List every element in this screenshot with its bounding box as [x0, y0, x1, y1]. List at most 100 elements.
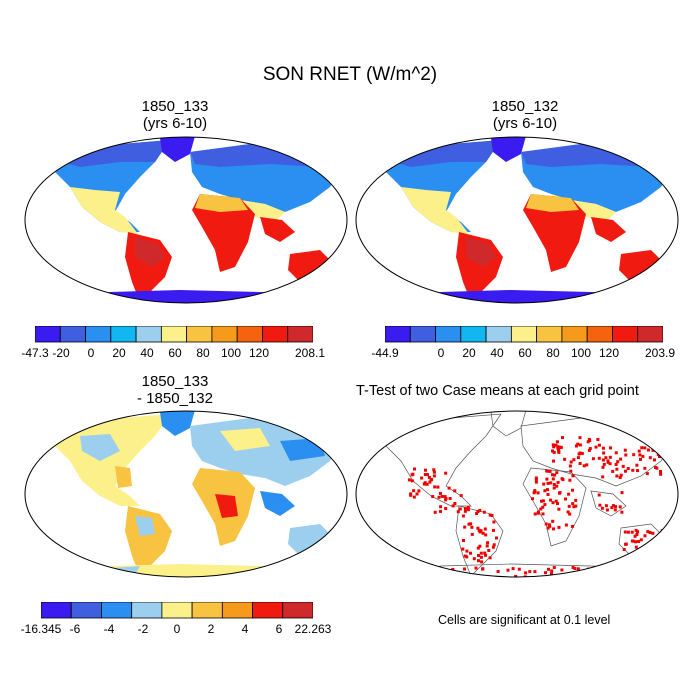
significant-cell: [654, 553, 658, 557]
significant-cell: [568, 512, 572, 516]
significant-cell: [615, 467, 619, 471]
significant-cell: [469, 522, 473, 526]
africa-north: [526, 194, 579, 212]
significant-cell: [485, 544, 489, 548]
cb2-label: 100: [570, 346, 592, 360]
antarctica-land: [30, 564, 347, 577]
significant-cell: [618, 476, 622, 479]
significant-cell: [470, 532, 474, 536]
significant-cell: [566, 510, 570, 514]
panel1-map: [24, 136, 348, 304]
significant-cell: [546, 493, 550, 496]
significant-cell: [658, 455, 661, 459]
significant-cell: [476, 510, 480, 514]
significant-cell: [459, 572, 463, 576]
significant-cell: [601, 475, 605, 479]
significant-cell: [487, 549, 491, 552]
significant-cell: [602, 570, 606, 574]
significant-cell: [557, 445, 561, 449]
significant-cell: [514, 575, 518, 577]
significant-cell: [657, 540, 661, 544]
cb1-label: -47.3: [21, 346, 49, 360]
significant-cell: [533, 512, 537, 516]
colorbar-swatch: [221, 602, 253, 619]
panel1-title-line1: 1850_133: [141, 98, 209, 115]
significant-cell: [622, 548, 626, 551]
cb1-label: 208.1: [294, 346, 326, 360]
panel3-title-line1: 1850_133: [141, 373, 209, 390]
colorbar-swatch: [186, 326, 213, 343]
significant-cell: [411, 472, 415, 476]
australia-land: [288, 524, 332, 556]
panel1-colorbar-labels: -47.3 -20 0 20 40 60 80 100 120 208.1: [21, 346, 325, 362]
colorbar-swatch: [536, 326, 563, 343]
significant-cell: [488, 556, 492, 560]
significant-cell: [477, 575, 481, 577]
significant-cell: [491, 545, 495, 549]
significant-cell: [533, 489, 537, 493]
significant-cell: [443, 574, 447, 577]
colorbar-swatch: [161, 602, 193, 619]
significant-cell: [555, 471, 559, 475]
cb1-label: -20: [52, 346, 70, 360]
panel3-map: [24, 410, 348, 578]
significant-cell: [605, 508, 609, 512]
significant-cell: [586, 440, 590, 444]
significant-cell: [476, 526, 480, 530]
significant-cell: [608, 570, 612, 574]
colorbar-swatch: [110, 326, 137, 343]
significant-cell: [561, 436, 564, 440]
significant-cell: [599, 568, 603, 572]
significant-cell: [553, 473, 557, 477]
greenland-land: [160, 137, 195, 162]
significant-cell: [496, 570, 500, 573]
colorbar-swatch: [59, 326, 86, 343]
significant-cell: [552, 527, 555, 531]
colorbar-swatch: [131, 602, 163, 619]
significant-cell: [431, 495, 435, 498]
south-asia-outline: [590, 490, 627, 517]
significant-cell: [549, 498, 553, 502]
cb3-label: 4: [241, 622, 249, 636]
significant-cell: [492, 520, 496, 524]
significant-cell: [550, 572, 553, 576]
significant-cell: [618, 505, 622, 509]
significant-cell: [486, 541, 490, 545]
cb3-label: -4: [103, 622, 115, 636]
significant-cell: [548, 469, 552, 473]
significant-cell: [479, 551, 483, 555]
cb2-label: 20: [462, 346, 476, 360]
significant-cell: [545, 469, 549, 473]
significant-cell: [587, 575, 591, 577]
significant-cell: [596, 573, 600, 577]
significant-cell: [511, 567, 515, 571]
significant-cell: [448, 497, 452, 500]
cb3-label: 6: [275, 622, 283, 636]
significant-cell: [621, 464, 625, 468]
significant-cell: [543, 503, 547, 507]
significant-cell: [630, 539, 634, 543]
significant-cell: [580, 452, 584, 455]
significant-cell: [637, 540, 641, 543]
significant-cell: [467, 522, 471, 526]
significant-cell: [576, 442, 580, 446]
colorbar-swatch: [460, 326, 487, 343]
significant-cell: [462, 539, 465, 542]
panel2-title-line2: (yrs 6-10): [492, 115, 558, 132]
significant-cell: [619, 473, 623, 477]
significant-cell: [611, 504, 615, 508]
antarctica-outline: [360, 563, 678, 577]
significant-cell: [483, 551, 487, 555]
significant-cell: [481, 567, 485, 571]
panel4-caption: Cells are significant at 0.1 level: [438, 613, 611, 627]
cb1-label: 0: [87, 346, 95, 360]
significant-cell: [557, 525, 561, 529]
significant-cell: [612, 568, 616, 572]
significant-cell: [542, 482, 546, 486]
significant-cell: [484, 553, 488, 557]
south-america-patch: [135, 516, 155, 536]
significant-cell: [643, 534, 647, 538]
significant-cell: [561, 478, 565, 482]
significant-cell: [461, 547, 465, 551]
significant-cell: [594, 569, 598, 573]
